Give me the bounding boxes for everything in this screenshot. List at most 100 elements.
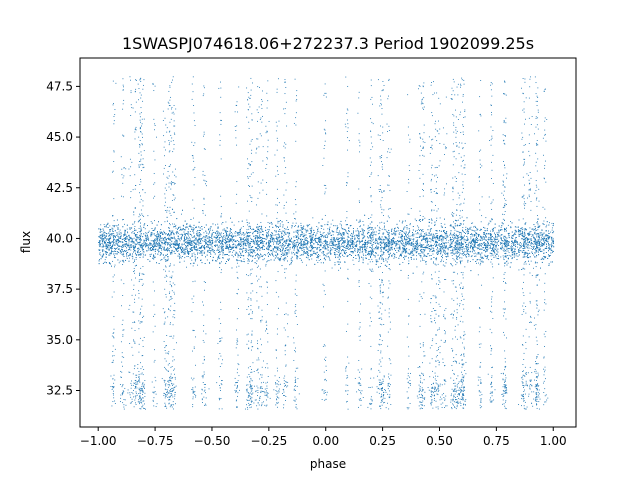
data-point [339,249,341,250]
data-point [328,232,330,234]
data-point [338,240,340,242]
data-point [104,262,106,263]
data-point [180,257,182,259]
data-point [357,248,359,250]
data-point [362,253,364,255]
data-point [255,237,257,239]
data-point [109,247,111,248]
data-point [372,227,374,229]
data-point [273,234,275,236]
data-point [242,247,244,249]
data-point [324,257,326,259]
data-point [453,259,455,261]
data-point [231,235,233,236]
data-point [365,250,367,252]
data-point [491,243,493,245]
data-point [183,251,184,253]
data-point [109,234,111,235]
data-point [480,235,481,237]
data-point [197,253,198,255]
data-point [135,258,137,260]
data-point [160,229,162,230]
data-point [401,235,403,237]
data-point [421,247,423,249]
data-point [133,237,135,239]
data-point [334,257,336,259]
data-point [387,253,389,255]
data-point [313,250,315,252]
data-point [474,230,476,232]
data-point [173,233,175,235]
data-point [310,255,311,257]
data-point [335,231,337,233]
data-point [428,241,430,242]
data-point [344,241,346,243]
data-point [222,240,224,242]
data-point [221,240,223,242]
data-point [505,250,507,252]
data-point [282,230,284,232]
data-point [184,235,186,237]
data-point [541,244,543,246]
data-point [157,245,159,247]
data-point [446,259,448,260]
data-point [208,239,210,241]
data-point [290,259,292,261]
data-point [506,261,507,263]
data-point [423,252,425,254]
data-point [328,256,330,258]
data-point [228,240,230,242]
data-point [189,231,191,232]
data-point [518,250,520,252]
data-point [430,233,432,235]
data-point [430,241,432,243]
data-point [509,248,510,250]
data-point [343,250,345,252]
data-point [507,262,509,264]
data-point [176,243,178,245]
data-point [361,241,363,243]
data-point [470,256,472,258]
data-point [104,259,106,261]
data-point [401,239,402,241]
data-point [257,245,259,247]
data-point [121,248,122,250]
data-point [233,247,235,249]
data-point [199,238,201,240]
data-point [337,245,339,247]
data-point [416,240,418,242]
data-point [186,255,188,257]
data-point [185,248,187,250]
data-point [230,229,232,230]
data-point [130,249,132,251]
data-point [218,245,220,247]
data-point [333,231,335,233]
data-point [542,249,544,251]
data-point [217,248,219,250]
data-point [188,236,190,238]
data-point [153,240,155,242]
data-point [517,243,518,245]
data-point [307,226,309,228]
data-point [175,224,177,226]
data-point [118,245,120,247]
data-point [248,232,250,234]
data-point [323,235,325,237]
data-point [397,227,399,229]
data-point [430,238,432,240]
data-point [485,239,487,241]
data-point [487,248,489,250]
data-point [275,250,277,252]
data-point [287,233,289,234]
data-point [312,253,314,254]
data-point [254,240,256,242]
data-point [551,238,553,240]
data-point [405,244,407,246]
data-point [135,236,137,238]
data-point [326,242,328,244]
data-point [417,247,418,249]
data-point [143,254,144,256]
data-point [403,242,404,244]
data-point [441,234,443,236]
data-point [190,226,192,228]
